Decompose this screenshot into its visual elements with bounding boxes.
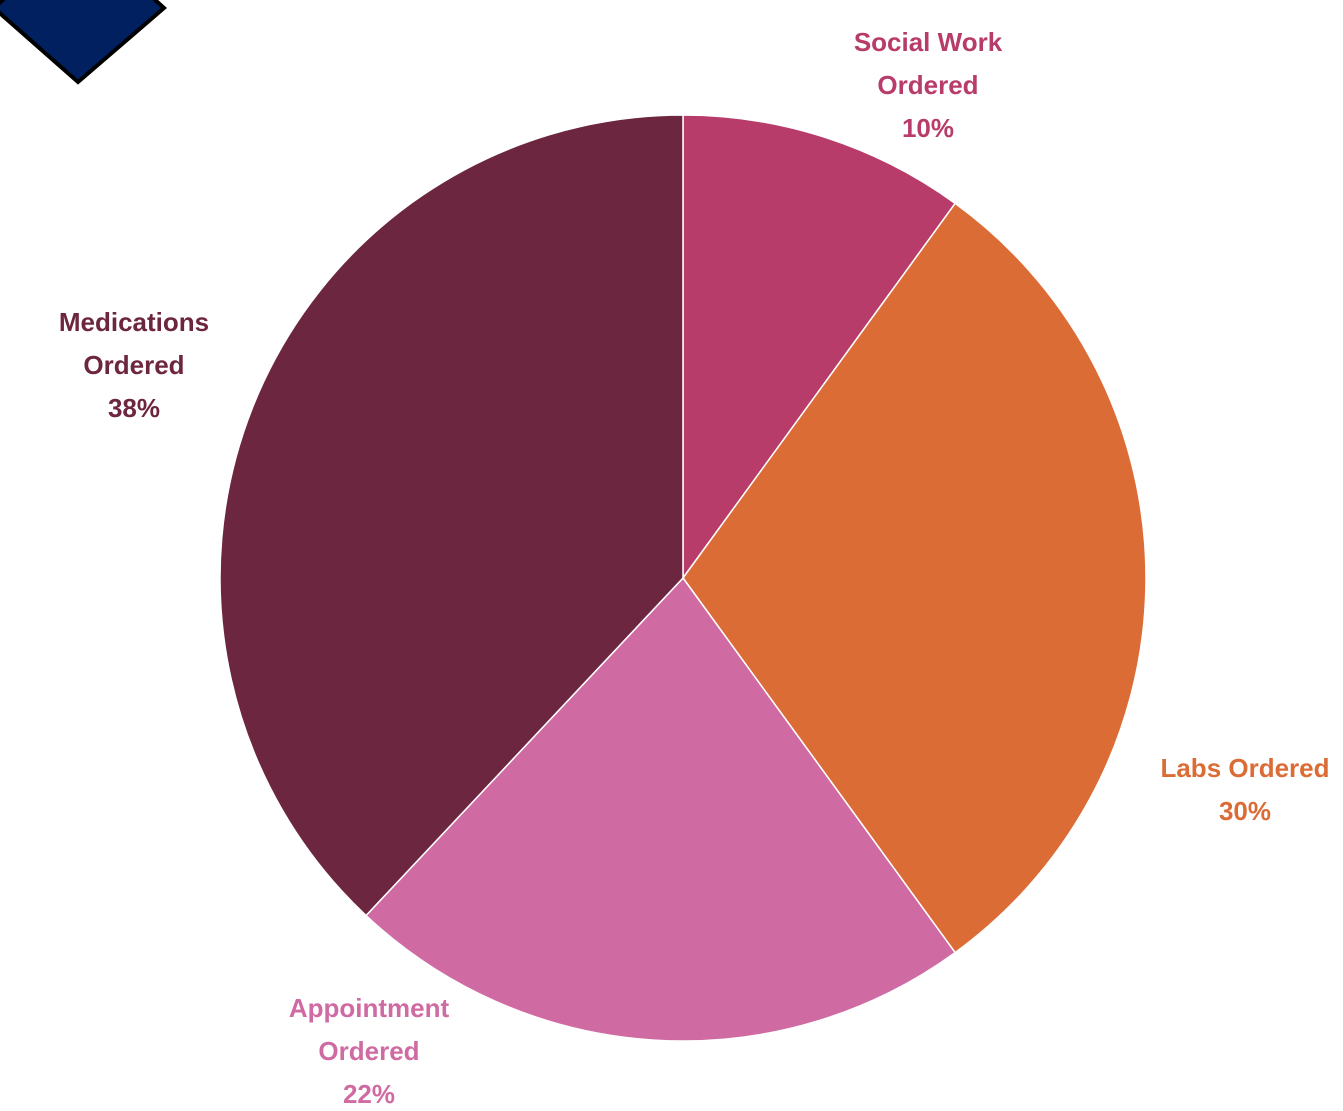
- pie-label-social-work-ordered: Social Work Ordered 10%: [854, 27, 1003, 143]
- pie-category-label: Ordered: [318, 1036, 419, 1066]
- pie-percent-label: 10%: [902, 113, 954, 143]
- pie-percent-label: 22%: [343, 1079, 395, 1106]
- pie-slice-appointment-ordered: [364, 576, 957, 1042]
- pie-labels: Social Work Ordered 10% Labs Ordered 30% Appo…: [59, 27, 1330, 1109]
- pie-category-label: Appointment: [289, 993, 450, 1023]
- pie-category-label: Ordered: [877, 70, 978, 100]
- pie-category-label: Ordered: [83, 350, 184, 380]
- pie-slices: [219, 114, 1147, 1042]
- pie-category-label: Social Work: [854, 27, 1003, 57]
- pie-percent-label: 38%: [108, 393, 160, 423]
- pie-label-appointment-ordered: Appointment Ordered 22%: [289, 993, 450, 1106]
- pie-category-label: Medications: [59, 307, 209, 337]
- pie-percent-label: 30%: [1219, 796, 1271, 826]
- pie-slice-social-work-ordered: [682, 114, 957, 581]
- corner-badge-icon: [0, 0, 168, 85]
- pie-label-labs-ordered: Labs Ordered 30%: [1160, 753, 1329, 826]
- pie-label-medications-ordered: Medications Ordered 38%: [59, 307, 209, 423]
- pie-slice-labs-ordered: [682, 202, 1147, 954]
- pie-category-label: Labs Ordered: [1160, 753, 1329, 783]
- pie-slice-medications-ordered: [219, 114, 684, 917]
